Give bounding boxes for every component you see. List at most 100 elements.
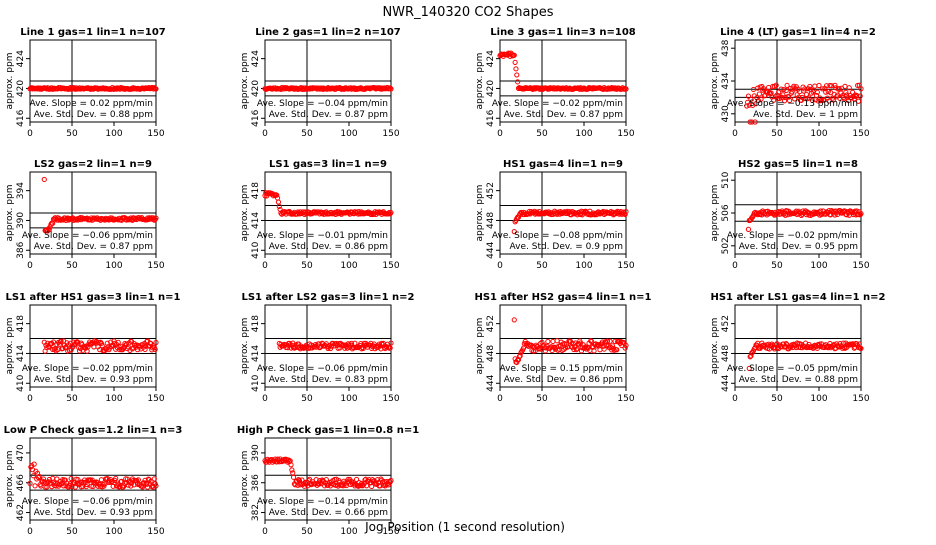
- std-dev-annotation: Ave. Std. Dev. = 0.88 ppm: [34, 110, 153, 120]
- y-tick-label: 462: [16, 504, 26, 521]
- y-axis-label: approx. ppm: [5, 318, 15, 375]
- data-point: [333, 476, 339, 482]
- data-point: [30, 473, 36, 479]
- x-tick-label: 100: [105, 527, 122, 537]
- x-tick-label: 0: [262, 527, 268, 537]
- data-point: [833, 85, 839, 91]
- data-point: [776, 89, 782, 95]
- y-tick-label: 506: [721, 204, 731, 221]
- data-point: [783, 87, 789, 94]
- data-point: [857, 93, 863, 99]
- panel-title: HS1 after LS1 gas=4 lin=1 n=2: [710, 292, 885, 303]
- data-point: [832, 82, 838, 88]
- data-point: [745, 93, 752, 99]
- y-tick-label: 416: [486, 109, 496, 126]
- y-tick-label: 502: [721, 237, 731, 254]
- x-tick-label: 0: [262, 129, 268, 139]
- data-point: [557, 342, 564, 348]
- slope-annotation: Ave. Slope = −0.06 ppm/min: [22, 497, 153, 507]
- y-tick-label: 448: [486, 212, 496, 229]
- data-point: [388, 340, 394, 346]
- y-axis-label: approx. ppm: [710, 53, 720, 110]
- x-tick-label: 100: [105, 394, 122, 404]
- data-point: [858, 345, 864, 352]
- x-tick-label: 50: [536, 261, 548, 271]
- data-point: [858, 211, 864, 217]
- data-point: [76, 348, 83, 354]
- data-point: [31, 461, 37, 467]
- x-tick-label: 150: [147, 394, 164, 404]
- y-tick-label: 452: [486, 182, 496, 199]
- x-tick-label: 150: [617, 394, 634, 404]
- x-tick-label: 150: [382, 261, 399, 271]
- data-point: [620, 339, 627, 346]
- y-tick-label: 510: [721, 171, 731, 188]
- data-point: [511, 317, 517, 323]
- data-point: [142, 346, 148, 352]
- data-point: [820, 97, 826, 103]
- data-point: [595, 342, 601, 348]
- x-tick-label: 50: [536, 394, 548, 404]
- x-tick-label: 150: [382, 394, 399, 404]
- y-tick-label: 394: [16, 182, 26, 199]
- x-tick-label: 0: [497, 394, 503, 404]
- panel-9: LS1 after HS1 gas=3 lin=1 n=1 0 50 100 150 41…: [5, 292, 181, 404]
- y-tick-label: 448: [721, 345, 731, 362]
- data-point: [601, 346, 607, 352]
- x-tick-label: 100: [810, 129, 827, 139]
- y-tick-label: 386: [251, 474, 261, 491]
- x-tick-label: 50: [301, 261, 313, 271]
- data-points: [511, 317, 629, 366]
- panel-title: Line 1 gas=1 lin=1 n=107: [20, 27, 166, 38]
- x-tick-label: 0: [27, 261, 33, 271]
- data-point: [746, 365, 752, 371]
- data-point: [813, 92, 820, 99]
- panel-title: Line 2 gas=1 lin=2 n=107: [255, 27, 401, 38]
- data-point: [545, 338, 551, 345]
- data-points: [27, 461, 159, 490]
- data-point: [62, 345, 68, 351]
- y-tick-label: 424: [486, 50, 496, 67]
- data-point: [798, 97, 804, 103]
- y-tick-label: 444: [486, 374, 496, 391]
- data-point: [614, 347, 620, 353]
- data-point: [353, 476, 360, 483]
- data-point: [844, 92, 850, 98]
- data-point: [99, 342, 105, 349]
- panel-title: Line 3 gas=1 lin=3 n=108: [490, 27, 636, 38]
- std-dev-annotation: Ave. Std. Dev. = 0.93 ppm: [34, 508, 153, 518]
- data-point: [388, 209, 394, 216]
- data-point: [787, 97, 793, 104]
- std-dev-annotation: Ave. Std. Dev. = 0.9 ppm: [510, 242, 623, 252]
- slope-annotation: Ave. Slope = −0.06 ppm/min: [22, 231, 153, 241]
- y-tick-label: 452: [721, 315, 731, 332]
- y-tick-label: 470: [16, 444, 26, 461]
- data-point: [289, 467, 295, 473]
- slope-annotation: Ave. Slope = −0.05 ppm/min: [727, 364, 858, 374]
- std-dev-annotation: Ave. Std. Dev. = 0.87 ppm: [34, 242, 153, 252]
- x-tick-label: 100: [810, 261, 827, 271]
- data-point: [75, 339, 81, 345]
- data-points: [262, 190, 394, 218]
- x-tick-label: 150: [147, 129, 164, 139]
- x-tick-label: 50: [771, 129, 783, 139]
- data-point: [588, 338, 594, 344]
- data-point: [46, 226, 52, 233]
- y-tick-label: 448: [486, 345, 496, 362]
- data-point: [786, 94, 792, 100]
- data-point: [571, 346, 577, 353]
- data-point: [148, 478, 154, 484]
- y-axis-label: approx. ppm: [240, 318, 250, 375]
- y-tick-label: 416: [16, 109, 26, 126]
- data-point: [770, 83, 776, 89]
- y-tick-label: 434: [721, 72, 731, 89]
- x-tick-label: 100: [575, 394, 592, 404]
- data-point: [512, 59, 518, 66]
- y-tick-label: 420: [251, 80, 261, 97]
- data-point: [799, 94, 805, 101]
- panel-10: LS1 after LS2 gas=3 lin=1 n=2 0 50 100 150 41…: [240, 292, 415, 404]
- data-point: [274, 192, 280, 198]
- x-tick-label: 50: [66, 527, 78, 537]
- data-point: [830, 97, 836, 103]
- x-tick-label: 100: [810, 394, 827, 404]
